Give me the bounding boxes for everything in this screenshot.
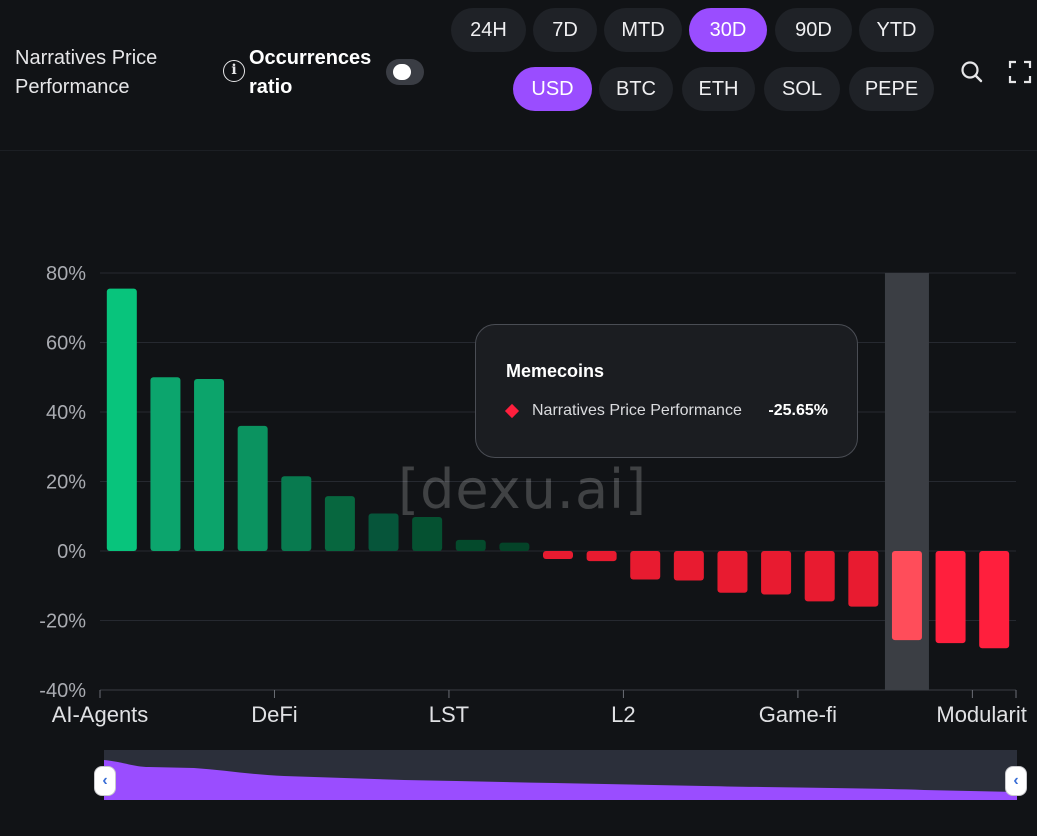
x-tick-label: Game-fi [759,702,837,727]
bar[interactable] [455,539,486,551]
bar[interactable] [979,551,1010,649]
bar[interactable] [237,425,268,551]
x-tick-label: L2 [611,702,635,727]
time-range-90d-button[interactable]: 90D [775,8,852,52]
bar[interactable] [281,476,312,551]
currency-sol-button[interactable]: SOL [764,67,840,111]
x-tick-label: LST [429,702,469,727]
bar[interactable] [717,551,748,593]
bar-chart: 80% 60% 40% 20% 0% -20% -40%AI-Agents DeFi LST L2… [39,263,1027,727]
bar[interactable] [368,513,399,551]
currency-btc-button[interactable]: BTC [599,67,673,111]
tooltip-series-name: Narratives Price Performance [532,402,742,419]
bar[interactable] [106,288,137,551]
time-range-7d-button[interactable]: 7D [533,8,597,52]
bar[interactable] [586,551,617,562]
chart-title: Narratives Price Performance [15,47,158,98]
bars[interactable] [106,288,1010,649]
zoom-slider[interactable] [104,750,1017,800]
bar[interactable] [194,378,225,551]
tooltip-value: -25.65% [768,402,828,419]
y-tick-label: 80% [46,263,86,285]
toggle-knob [393,64,411,80]
bar[interactable] [412,516,443,551]
x-tick-label: Modularit [936,702,1026,727]
time-range-mtd-button[interactable]: MTD [604,8,682,52]
bar[interactable] [324,496,355,551]
y-tick-label: 20% [46,472,86,494]
x-tick-label: AI-Agents [52,702,149,727]
y-tick-label: -20% [39,611,86,633]
axes: 80% 60% 40% 20% 0% -20% -40%AI-Agents DeFi LST L2… [39,263,1027,727]
search-icon[interactable] [958,58,986,86]
bar[interactable] [804,551,835,602]
bar[interactable] [630,551,661,580]
zoom-handle-left[interactable]: ‹ [94,766,116,796]
bar[interactable] [761,551,792,595]
x-tick-label: DeFi [251,702,297,727]
currency-eth-button[interactable]: ETH [682,67,755,111]
currency-pepe-button[interactable]: PEPE [849,67,934,111]
y-tick-label: -40% [39,680,86,702]
bar[interactable] [673,551,704,581]
y-tick-label: 0% [57,541,86,563]
watermark: [dexu.ai] [398,458,648,521]
bar[interactable] [150,377,181,551]
info-icon[interactable]: i [223,60,245,82]
time-range-ytd-button[interactable]: YTD [859,8,934,52]
fullscreen-icon[interactable] [1006,58,1034,86]
bar[interactable] [848,551,879,607]
y-tick-label: 40% [46,402,86,424]
tooltip-marker-icon [504,403,520,419]
currency-usd-button[interactable]: USD [513,67,592,111]
tooltip-title: Memecoins [506,361,605,381]
bar[interactable] [499,542,530,551]
bar[interactable] [935,551,966,644]
bar[interactable] [543,551,573,559]
occurrences-ratio-toggle[interactable] [386,59,424,85]
zoom-handle-right[interactable]: ‹ [1005,766,1027,796]
occurrences-ratio-label: Occurrences ratio [249,47,372,98]
zoom-preview-area [104,760,1017,800]
chart-tooltip: Memecoins Narratives Price Performance -… [475,324,858,458]
chart-header: Narratives Price Performance i Occurrenc… [0,0,1037,151]
time-range-24h-button[interactable]: 24H [451,8,526,52]
time-range-30d-button[interactable]: 30D [689,8,767,52]
bar[interactable] [891,551,922,641]
y-tick-label: 60% [46,333,86,355]
